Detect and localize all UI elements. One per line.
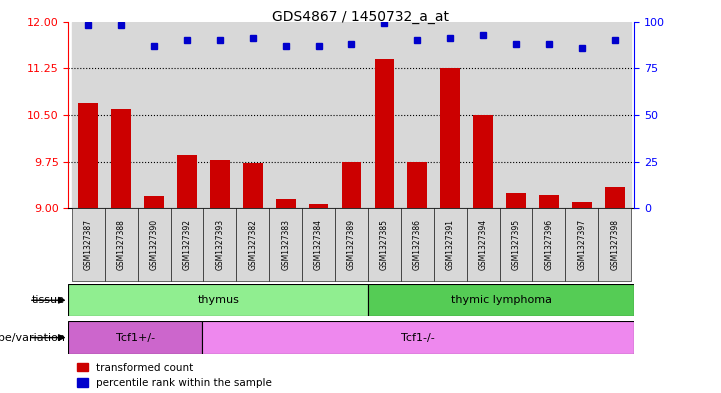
Bar bbox=[111, 109, 131, 208]
Bar bbox=[407, 162, 427, 208]
Bar bbox=[342, 162, 361, 208]
Bar bbox=[598, 208, 631, 281]
Text: GDS4867 / 1450732_a_at: GDS4867 / 1450732_a_at bbox=[272, 10, 449, 24]
Bar bbox=[309, 204, 329, 208]
Legend: transformed count, percentile rank within the sample: transformed count, percentile rank withi… bbox=[77, 363, 272, 388]
Bar bbox=[269, 208, 302, 281]
Bar bbox=[105, 208, 138, 281]
Bar bbox=[79, 103, 98, 208]
Bar bbox=[473, 115, 493, 208]
Bar bbox=[302, 22, 335, 208]
Bar bbox=[434, 208, 466, 281]
Bar bbox=[68, 284, 368, 316]
Bar bbox=[68, 321, 202, 354]
Text: Tcf1-/-: Tcf1-/- bbox=[401, 332, 435, 343]
Bar bbox=[105, 22, 138, 208]
Text: GSM1327386: GSM1327386 bbox=[413, 219, 422, 270]
Text: GSM1327390: GSM1327390 bbox=[149, 219, 159, 270]
Bar bbox=[170, 208, 203, 281]
Text: GSM1327396: GSM1327396 bbox=[544, 219, 554, 270]
Bar bbox=[138, 22, 170, 208]
Text: GSM1327391: GSM1327391 bbox=[446, 219, 455, 270]
Text: thymus: thymus bbox=[198, 295, 239, 305]
Bar bbox=[605, 187, 624, 208]
Text: GSM1327384: GSM1327384 bbox=[314, 219, 323, 270]
Bar bbox=[236, 208, 269, 281]
Bar bbox=[138, 208, 170, 281]
Bar bbox=[572, 202, 592, 208]
Bar bbox=[177, 155, 197, 208]
Bar bbox=[202, 321, 634, 354]
Bar bbox=[72, 208, 105, 281]
Text: genotype/variation: genotype/variation bbox=[0, 332, 65, 343]
Text: GSM1327397: GSM1327397 bbox=[578, 219, 586, 270]
Bar bbox=[500, 22, 533, 208]
Bar bbox=[269, 22, 302, 208]
Bar bbox=[144, 196, 164, 208]
Bar bbox=[466, 208, 500, 281]
Text: GSM1327395: GSM1327395 bbox=[511, 219, 521, 270]
Bar bbox=[434, 22, 466, 208]
Text: GSM1327385: GSM1327385 bbox=[380, 219, 389, 270]
Bar bbox=[598, 22, 631, 208]
Bar bbox=[335, 22, 368, 208]
Text: GSM1327392: GSM1327392 bbox=[182, 219, 192, 270]
Bar bbox=[368, 284, 634, 316]
Bar bbox=[170, 22, 203, 208]
Text: GSM1327383: GSM1327383 bbox=[281, 219, 290, 270]
Bar bbox=[533, 22, 565, 208]
Bar bbox=[302, 208, 335, 281]
Bar bbox=[401, 22, 434, 208]
Text: Tcf1+/-: Tcf1+/- bbox=[115, 332, 154, 343]
Text: GSM1327389: GSM1327389 bbox=[347, 219, 356, 270]
Bar bbox=[506, 193, 526, 208]
Bar bbox=[533, 208, 565, 281]
Bar bbox=[441, 68, 460, 208]
Text: GSM1327382: GSM1327382 bbox=[248, 219, 257, 270]
Bar bbox=[500, 208, 533, 281]
Bar bbox=[72, 22, 105, 208]
Bar bbox=[368, 208, 401, 281]
Text: tissue: tissue bbox=[32, 295, 65, 305]
Bar bbox=[276, 199, 296, 208]
Bar bbox=[210, 160, 230, 208]
Bar bbox=[539, 195, 559, 208]
Text: GSM1327393: GSM1327393 bbox=[216, 219, 224, 270]
Bar bbox=[466, 22, 500, 208]
Bar bbox=[335, 208, 368, 281]
Text: GSM1327394: GSM1327394 bbox=[479, 219, 487, 270]
Bar bbox=[243, 163, 262, 208]
Bar bbox=[374, 59, 394, 208]
Text: GSM1327388: GSM1327388 bbox=[117, 219, 125, 270]
Bar bbox=[368, 22, 401, 208]
Bar bbox=[236, 22, 269, 208]
Bar bbox=[565, 22, 598, 208]
Bar bbox=[401, 208, 434, 281]
Text: GSM1327387: GSM1327387 bbox=[84, 219, 93, 270]
Text: GSM1327398: GSM1327398 bbox=[610, 219, 619, 270]
Bar bbox=[203, 208, 236, 281]
Bar bbox=[565, 208, 598, 281]
Text: thymic lymphoma: thymic lymphoma bbox=[451, 295, 552, 305]
Bar bbox=[203, 22, 236, 208]
